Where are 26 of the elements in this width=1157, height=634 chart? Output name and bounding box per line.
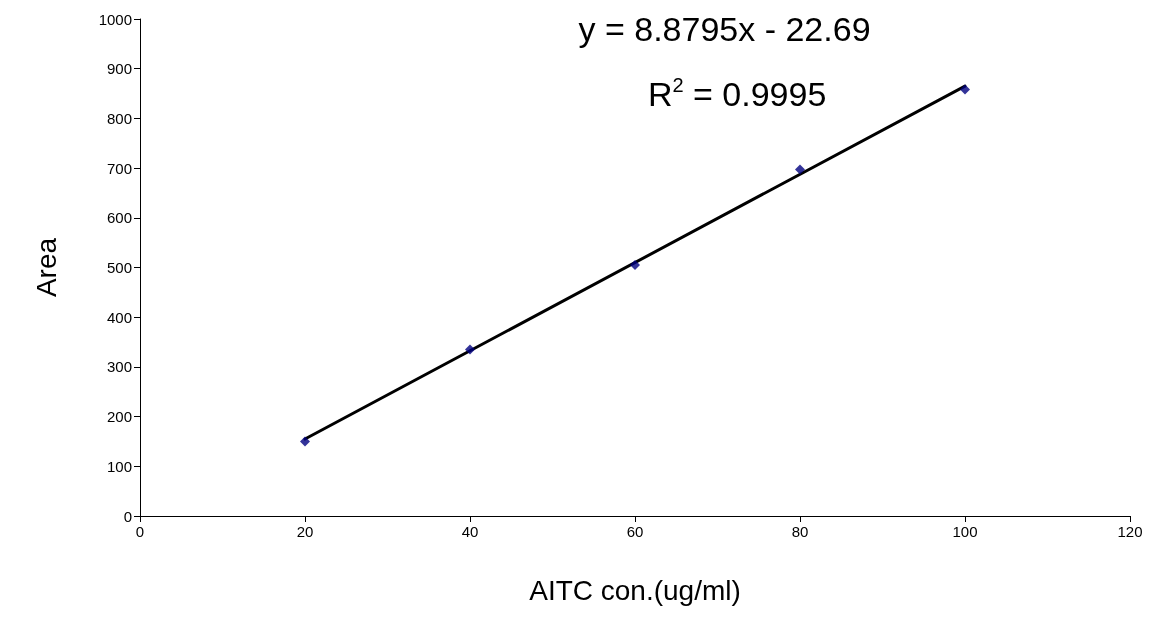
x-tick-label: 60 [626, 523, 644, 540]
y-tick-label: 700 [106, 159, 132, 177]
y-tick-label: 200 [106, 408, 132, 426]
y-tick-label: 500 [106, 259, 132, 276]
point [960, 84, 970, 95]
x-tick-label: 120 [1117, 523, 1143, 540]
annotation: y = 8.8795x - 22.69 [578, 10, 871, 48]
x-tick-label: 0 [135, 523, 145, 540]
y-tick-label: 900 [106, 60, 132, 78]
y-tick-label: 800 [106, 109, 132, 127]
point [630, 260, 640, 271]
x-tick-label: 20 [296, 523, 314, 540]
y-tick-label: 100 [106, 457, 132, 475]
point [300, 436, 310, 447]
x-tick-label: 100 [952, 523, 978, 540]
x-tick-label: 40 [461, 523, 479, 540]
y-tick-label: 600 [106, 209, 132, 227]
point [465, 344, 475, 355]
x-axis-title: AITC con.(ug/ml) [529, 574, 741, 606]
y-tick-label: 0 [123, 507, 132, 525]
point [795, 164, 805, 175]
x-tick-label: 80 [791, 523, 809, 540]
y-tick-label: 400 [106, 308, 132, 326]
y-axis-title: Area [30, 237, 62, 298]
y-tick-label: 300 [106, 358, 132, 376]
y-tick-label: 1000 [98, 10, 132, 28]
